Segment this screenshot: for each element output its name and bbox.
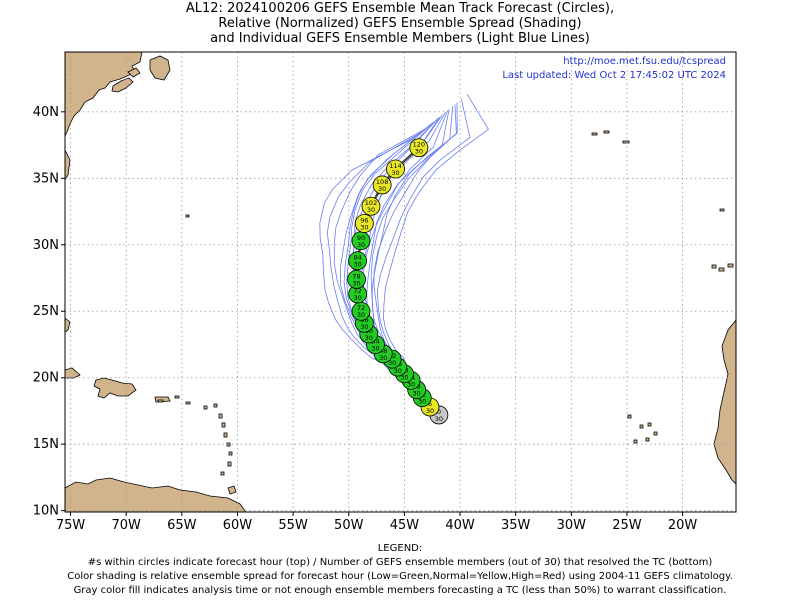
forecast-point: [386, 159, 405, 179]
ocean-background: [65, 52, 736, 512]
y-tick-label: 40N: [33, 105, 59, 120]
y-axis: 10N 15N 20N 25N 30N 35N 40N: [33, 105, 65, 519]
x-tick-label: 60W: [223, 518, 253, 533]
member-count-label: 30: [415, 148, 423, 156]
member-count-label: 30: [418, 398, 426, 406]
forecast-hour-label: 108: [376, 178, 388, 186]
source-url[interactable]: http://moe.met.fsu.edu/tcspread: [563, 56, 726, 67]
forecast-hour-label: 84: [354, 254, 362, 262]
x-tick-label: 40W: [445, 518, 475, 533]
forecast-hour-label: 114: [389, 162, 401, 170]
forecast-hour-label: 96: [360, 217, 368, 225]
member-count-label: 30: [388, 359, 396, 367]
x-tick-label: 75W: [56, 518, 86, 533]
member-count-label: 30: [412, 390, 420, 398]
member-count-label: 30: [391, 169, 399, 177]
florida-bahamas: [65, 317, 71, 333]
atlantic-islands: [185, 130, 734, 444]
member-count-label: 30: [426, 407, 434, 415]
member-count-label: 30: [378, 185, 386, 193]
forecast-point: [409, 138, 429, 158]
member-count-label: 30: [367, 206, 375, 214]
forecast-hour-label: 66: [360, 316, 368, 324]
member-count-label: 30: [394, 367, 402, 375]
forecast-point: [348, 251, 368, 271]
member-count-label: 30: [371, 344, 379, 352]
member-count-label: 30: [360, 323, 368, 331]
legend-heading: LEGEND:: [377, 543, 423, 554]
member-count-label: 30: [400, 374, 408, 382]
trinidad: [227, 485, 237, 495]
us-southeast-coast: [65, 149, 71, 181]
y-tick-label: 15N: [33, 437, 59, 452]
mean-track: 0306301230183024303030363042304830543060…: [347, 138, 449, 425]
y-tick-label: 25N: [33, 304, 59, 319]
forecast-hour-label: 78: [352, 272, 360, 280]
x-tick-label: 50W: [334, 518, 364, 533]
x-tick-label: 45W: [390, 518, 420, 533]
forecast-hour-label: 102: [365, 199, 377, 207]
member-count-label: 30: [435, 415, 443, 423]
member-count-label: 30: [357, 241, 365, 249]
member-count-label: 30: [407, 380, 415, 388]
y-tick-label: 20N: [33, 371, 59, 386]
forecast-hour-label: 120: [413, 141, 425, 149]
forecast-hour-label: 6: [428, 400, 432, 408]
x-tick-label: 65W: [167, 518, 197, 533]
x-axis: 75W 70W 65W 60W 55W 50W 45W 40W 35W 30W 25W 20W: [56, 512, 698, 533]
plot-frame: [64, 51, 737, 513]
forecast-hour-label: 48: [379, 347, 387, 355]
y-tick-label: 35N: [33, 171, 59, 186]
legend-line-2: Color shading is relative ensemble sprea…: [67, 571, 733, 582]
forecast-hour-label: 0: [437, 408, 441, 416]
last-updated: Last updated: Wed Oct 2 17:45:02 UTC 202…: [502, 70, 726, 81]
south-america-landmass: [65, 477, 247, 512]
forecast-hour-label: 90: [357, 234, 365, 242]
legend-line-3: Gray color fill indicates analysis time …: [73, 585, 727, 596]
x-tick-label: 55W: [278, 518, 308, 533]
member-count-label: 30: [352, 279, 360, 287]
forecast-point: [347, 269, 366, 289]
member-count-label: 30: [365, 334, 373, 342]
y-tick-label: 10N: [33, 504, 59, 519]
x-tick-label: 20W: [668, 518, 698, 533]
member-count-label: 30: [357, 311, 365, 319]
forecast-hour-label: 72: [357, 304, 365, 312]
forecast-point: [372, 175, 392, 195]
land-layer: [65, 52, 736, 512]
forecast-point: [354, 214, 374, 233]
x-tick-label: 30W: [557, 518, 587, 533]
y-tick-label: 30N: [33, 238, 59, 253]
member-count-label: 30: [360, 224, 368, 232]
africa-landmass: [713, 319, 736, 485]
forecast-hour-label: 72: [354, 287, 362, 295]
hispaniola: [93, 377, 137, 399]
x-tick-label: 25W: [612, 518, 642, 533]
legend-line-1: #s within circles indicate forecast hour…: [87, 557, 713, 568]
forecast-point: [361, 196, 381, 216]
forecast-hour-label: 54: [371, 337, 379, 345]
x-tick-label: 70W: [111, 518, 141, 533]
cape-breton: [127, 67, 141, 78]
member-count-label: 30: [354, 294, 362, 302]
member-count-label: 30: [379, 354, 387, 362]
north-america-landmass: [65, 52, 143, 137]
newfoundland: [149, 55, 171, 81]
x-tick-label: 35W: [501, 518, 531, 533]
member-count-label: 30: [354, 261, 362, 269]
chart-title-line-1: AL12: 2024100206 GEFS Ensemble Mean Trac…: [185, 1, 615, 16]
chart-title-line-3: and Individual GEFS Ensemble Members (Li…: [210, 31, 590, 46]
chart-title-line-2: Relative (Normalized) GEFS Ensemble Spre…: [218, 16, 582, 31]
nova-scotia: [111, 77, 134, 93]
